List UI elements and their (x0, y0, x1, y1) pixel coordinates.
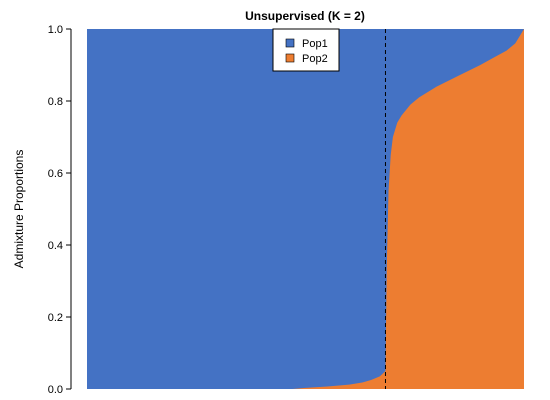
series-pop2-area (87, 29, 524, 389)
legend: Pop1 Pop2 (272, 28, 340, 72)
legend-box (272, 28, 340, 72)
legend-label-pop1: Pop1 (302, 38, 328, 50)
legend-label-pop2: Pop2 (302, 53, 328, 65)
legend-swatch-pop1 (285, 38, 295, 48)
legend-swatch-pop2 (285, 53, 295, 63)
y-tick-label: 0.0 (48, 384, 63, 396)
y-tick-label: 0.8 (48, 96, 63, 108)
y-tick-label: 0.6 (48, 168, 63, 180)
y-tick-label: 1.0 (48, 24, 63, 36)
y-tick-label: 0.4 (48, 240, 63, 252)
y-axis: 0.0 0.2 0.4 0.6 0.8 1.0 (48, 24, 72, 396)
y-tick-label: 0.2 (48, 312, 63, 324)
chart-title: Unsupervised (K = 2) (245, 9, 365, 23)
y-axis-title: Admixture Proportions (12, 150, 26, 269)
plot-area (87, 29, 524, 389)
